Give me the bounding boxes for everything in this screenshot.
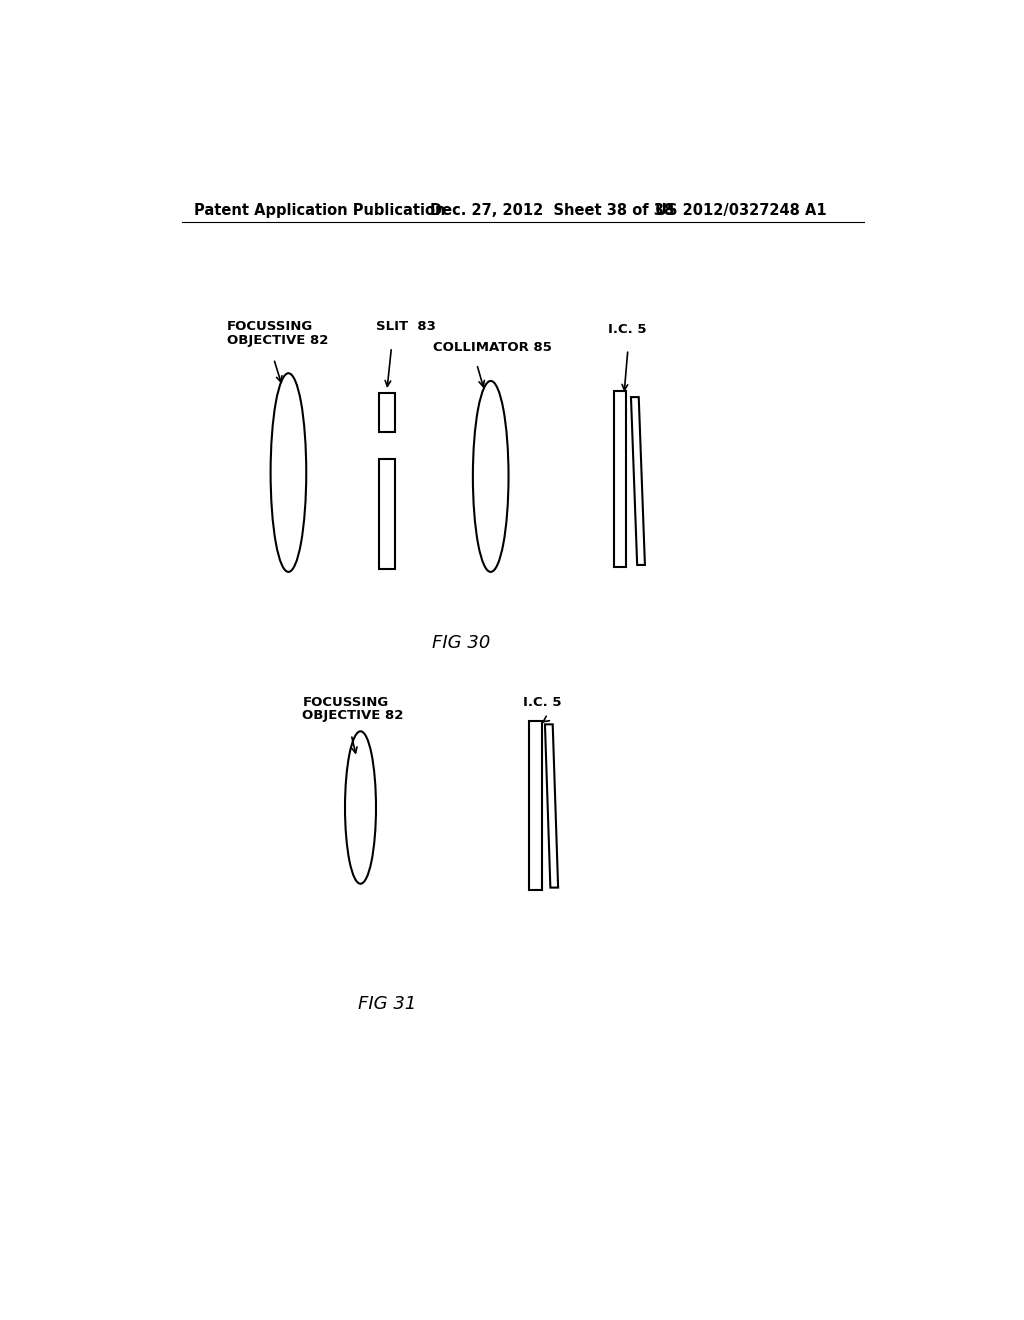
Text: Patent Application Publication: Patent Application Publication — [194, 203, 445, 218]
Text: I.C. 5: I.C. 5 — [608, 323, 647, 335]
Bar — [614, 391, 627, 566]
Text: FOCUSSING: FOCUSSING — [302, 696, 389, 709]
Bar — [379, 393, 394, 432]
Text: FIG 30: FIG 30 — [432, 635, 490, 652]
Text: Dec. 27, 2012  Sheet 38 of 38: Dec. 27, 2012 Sheet 38 of 38 — [430, 203, 675, 218]
Text: US 2012/0327248 A1: US 2012/0327248 A1 — [655, 203, 826, 218]
Text: FOCUSSING: FOCUSSING — [227, 319, 313, 333]
Text: COLLIMATOR 85: COLLIMATOR 85 — [432, 341, 552, 354]
Text: OBJECTIVE 82: OBJECTIVE 82 — [227, 334, 329, 347]
Text: SLIT  83: SLIT 83 — [376, 319, 436, 333]
Text: FIG 31: FIG 31 — [358, 995, 417, 1012]
Bar — [379, 459, 394, 569]
Polygon shape — [545, 725, 558, 887]
Text: I.C. 5: I.C. 5 — [523, 696, 562, 709]
Polygon shape — [631, 397, 645, 565]
Text: OBJECTIVE 82: OBJECTIVE 82 — [302, 709, 403, 722]
Bar — [529, 721, 542, 890]
